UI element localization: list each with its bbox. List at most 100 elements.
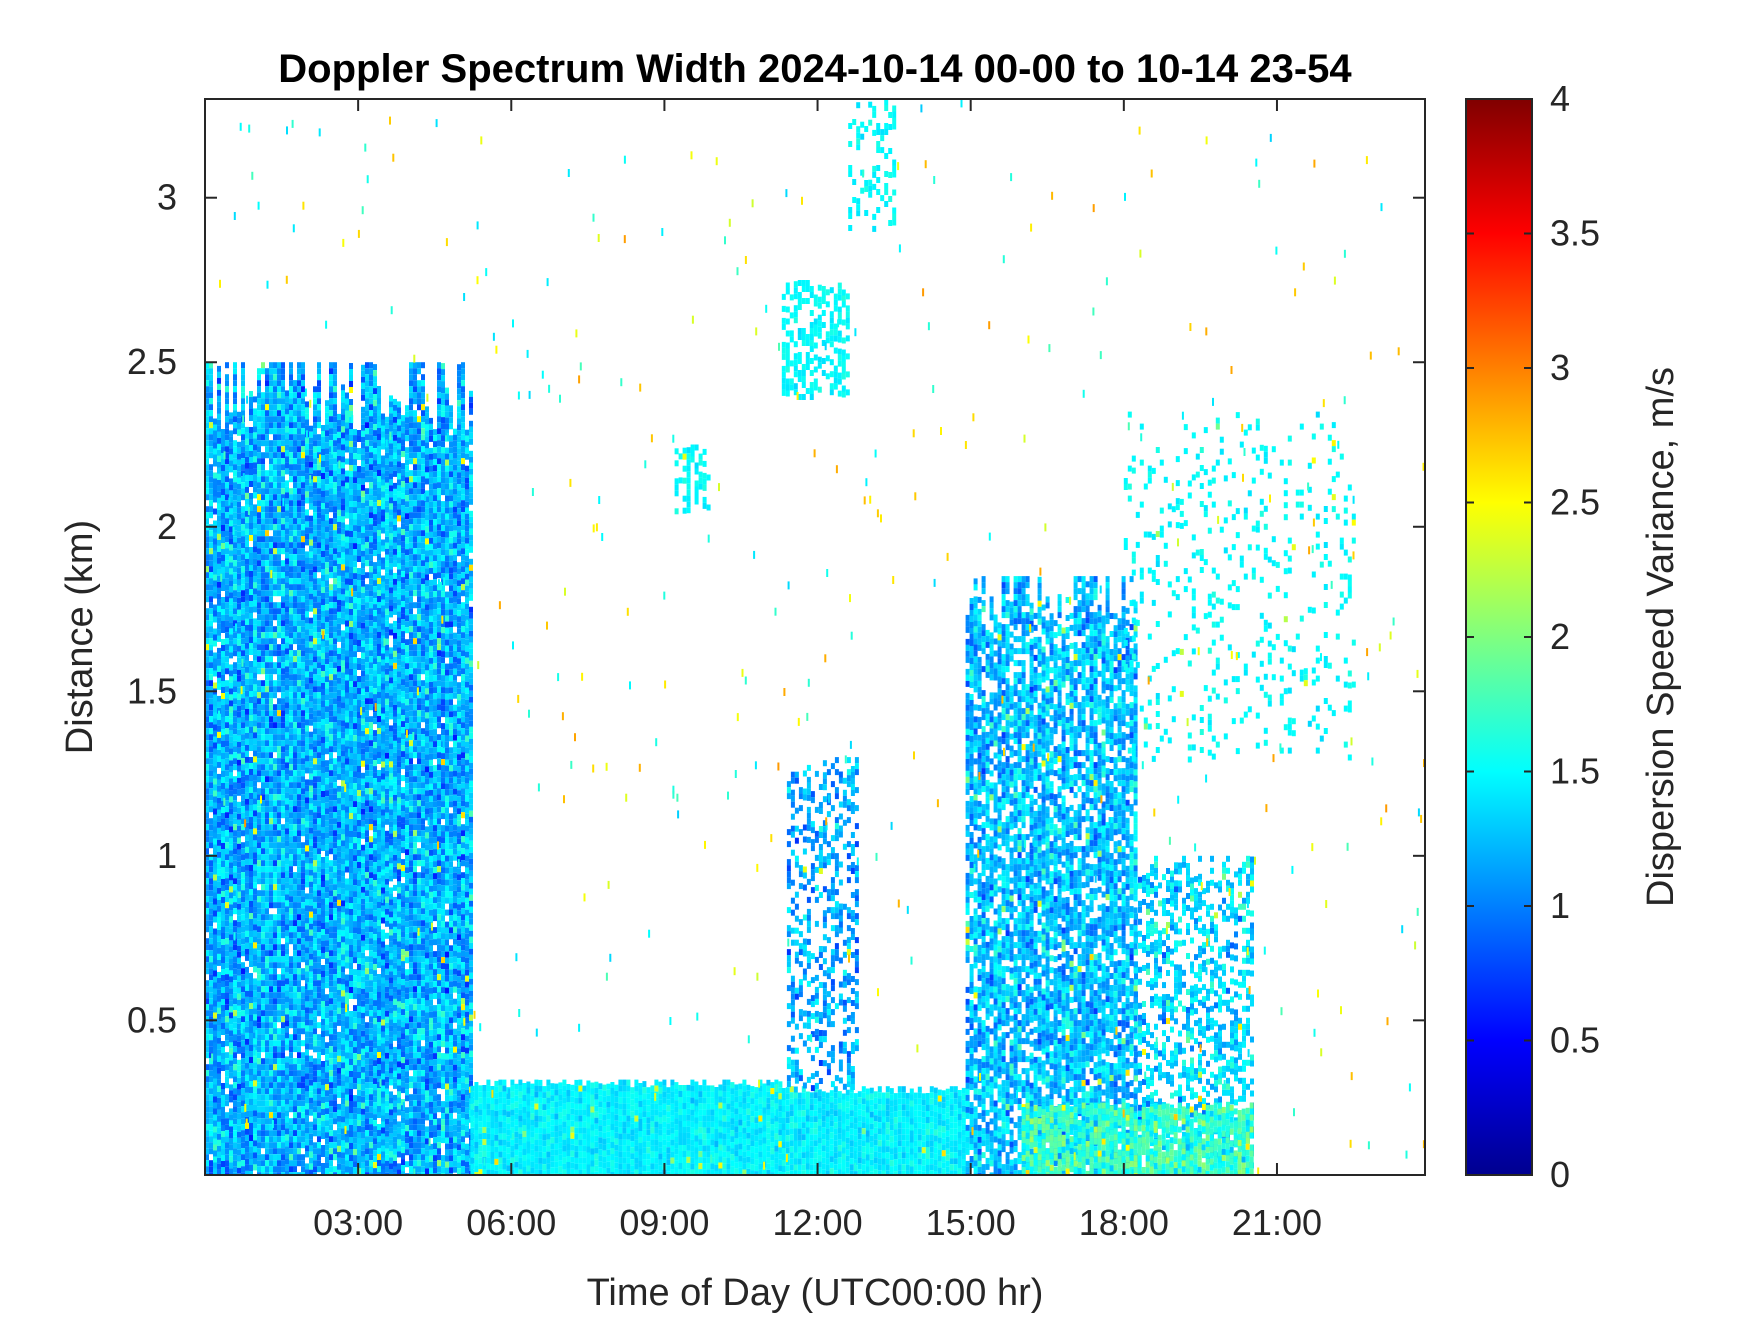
heatmap-cell — [269, 632, 273, 639]
heatmap-cell — [345, 1100, 349, 1107]
heatmap-cell — [293, 926, 297, 933]
heatmap-cell — [321, 1115, 325, 1121]
heatmap-cell — [313, 752, 317, 759]
heatmap-cell — [317, 842, 321, 849]
heatmap-cell — [333, 1040, 337, 1047]
heatmap-cell — [281, 716, 285, 723]
heatmap-cell — [341, 498, 345, 505]
heatmap-cell — [341, 1116, 345, 1123]
heatmap-cell — [225, 1124, 229, 1131]
heatmap-cell — [309, 437, 313, 444]
heatmap-cell — [337, 1115, 341, 1122]
heatmap-cell — [265, 1052, 269, 1059]
heatmap-cell — [209, 782, 213, 789]
heatmap-cell — [341, 390, 345, 397]
heatmap-cell — [309, 623, 313, 630]
heatmap-cell — [213, 1132, 217, 1139]
heatmap-cell — [265, 494, 269, 501]
heatmap-cell — [213, 964, 217, 971]
heatmap-cell — [253, 864, 257, 871]
heatmap-cell — [305, 743, 309, 750]
heatmap-cell — [285, 696, 289, 703]
heatmap-cell — [345, 626, 349, 633]
heatmap-cell — [317, 992, 321, 999]
heatmap-cell — [349, 885, 353, 891]
heatmap-cell — [205, 962, 209, 969]
heatmap-cell — [293, 650, 297, 657]
heatmap-cell — [253, 648, 257, 655]
heatmap-cell — [313, 422, 317, 429]
heatmap-cell — [353, 885, 357, 892]
heatmap-cell — [333, 506, 337, 513]
heatmap-cell — [265, 620, 269, 627]
heatmap-cell — [241, 632, 245, 639]
heatmap-cell — [225, 722, 229, 729]
heatmap-cell — [313, 1004, 317, 1011]
heatmap-cell — [321, 1007, 325, 1013]
heatmap-cell — [325, 586, 329, 593]
heatmap-cell — [293, 668, 297, 675]
heatmap-cell — [221, 435, 225, 441]
heatmap-cell — [205, 1112, 209, 1119]
heatmap-cell — [225, 632, 229, 639]
heatmap-cell — [285, 1068, 289, 1075]
heatmap-cell — [237, 627, 241, 634]
heatmap-cell — [225, 806, 229, 813]
heatmap-cell — [245, 810, 249, 817]
heatmap-cell — [329, 770, 333, 777]
heatmap-cell — [337, 521, 341, 528]
heatmap-cell — [357, 1126, 361, 1132]
heatmap-cell — [289, 374, 293, 381]
heatmap-cell — [233, 1112, 237, 1119]
heatmap-cell — [281, 704, 285, 711]
heatmap-cell — [297, 452, 301, 459]
heatmap-cell — [289, 368, 293, 375]
heatmap-cell — [309, 671, 313, 678]
heatmap-cell — [241, 464, 245, 471]
heatmap-cell — [265, 1124, 269, 1131]
heatmap-cell — [277, 950, 281, 957]
heatmap-cell — [305, 509, 309, 516]
heatmap-cell — [233, 1058, 237, 1065]
heatmap-cell — [205, 650, 209, 657]
heatmap-cell — [293, 440, 297, 447]
heatmap-cell — [317, 800, 321, 807]
heatmap-cell — [349, 795, 353, 801]
heatmap-cell — [297, 818, 301, 825]
heatmap-cell — [317, 386, 321, 393]
heatmap-cell — [325, 460, 329, 467]
heatmap-cell — [313, 854, 317, 861]
heatmap-cell — [341, 762, 345, 769]
heatmap-cell — [225, 956, 229, 963]
heatmap-cell — [357, 790, 361, 796]
heatmap-cell — [257, 476, 261, 483]
heatmap-cell — [205, 878, 209, 885]
heatmap-cell — [229, 628, 233, 635]
heatmap-cell — [321, 665, 325, 671]
heatmap-cell — [349, 915, 353, 921]
heatmap-cell — [209, 626, 213, 633]
heatmap-cell — [337, 725, 341, 732]
heatmap-cell — [277, 1010, 281, 1017]
heatmap-cell — [337, 497, 341, 504]
heatmap-cell — [233, 716, 237, 723]
heatmap-cell — [285, 1134, 289, 1141]
heatmap-cell — [345, 1130, 349, 1137]
heatmap-cell — [265, 800, 269, 807]
heatmap-cell — [357, 1138, 361, 1144]
heatmap-cell — [357, 814, 361, 820]
heatmap-cell — [321, 1037, 325, 1043]
heatmap-cell — [305, 1133, 309, 1140]
heatmap-cell — [249, 997, 253, 1003]
heatmap-cell — [321, 527, 325, 533]
heatmap-cell — [325, 1150, 329, 1157]
heatmap-cell — [353, 495, 357, 502]
heatmap-cell — [325, 682, 329, 689]
heatmap-cell — [209, 794, 213, 801]
heatmap-cell — [309, 647, 313, 654]
heatmap-cell — [313, 404, 317, 411]
heatmap-cell — [305, 899, 309, 906]
heatmap-cell — [249, 553, 253, 559]
heatmap-cell — [353, 969, 357, 976]
heatmap-cell — [341, 888, 345, 895]
